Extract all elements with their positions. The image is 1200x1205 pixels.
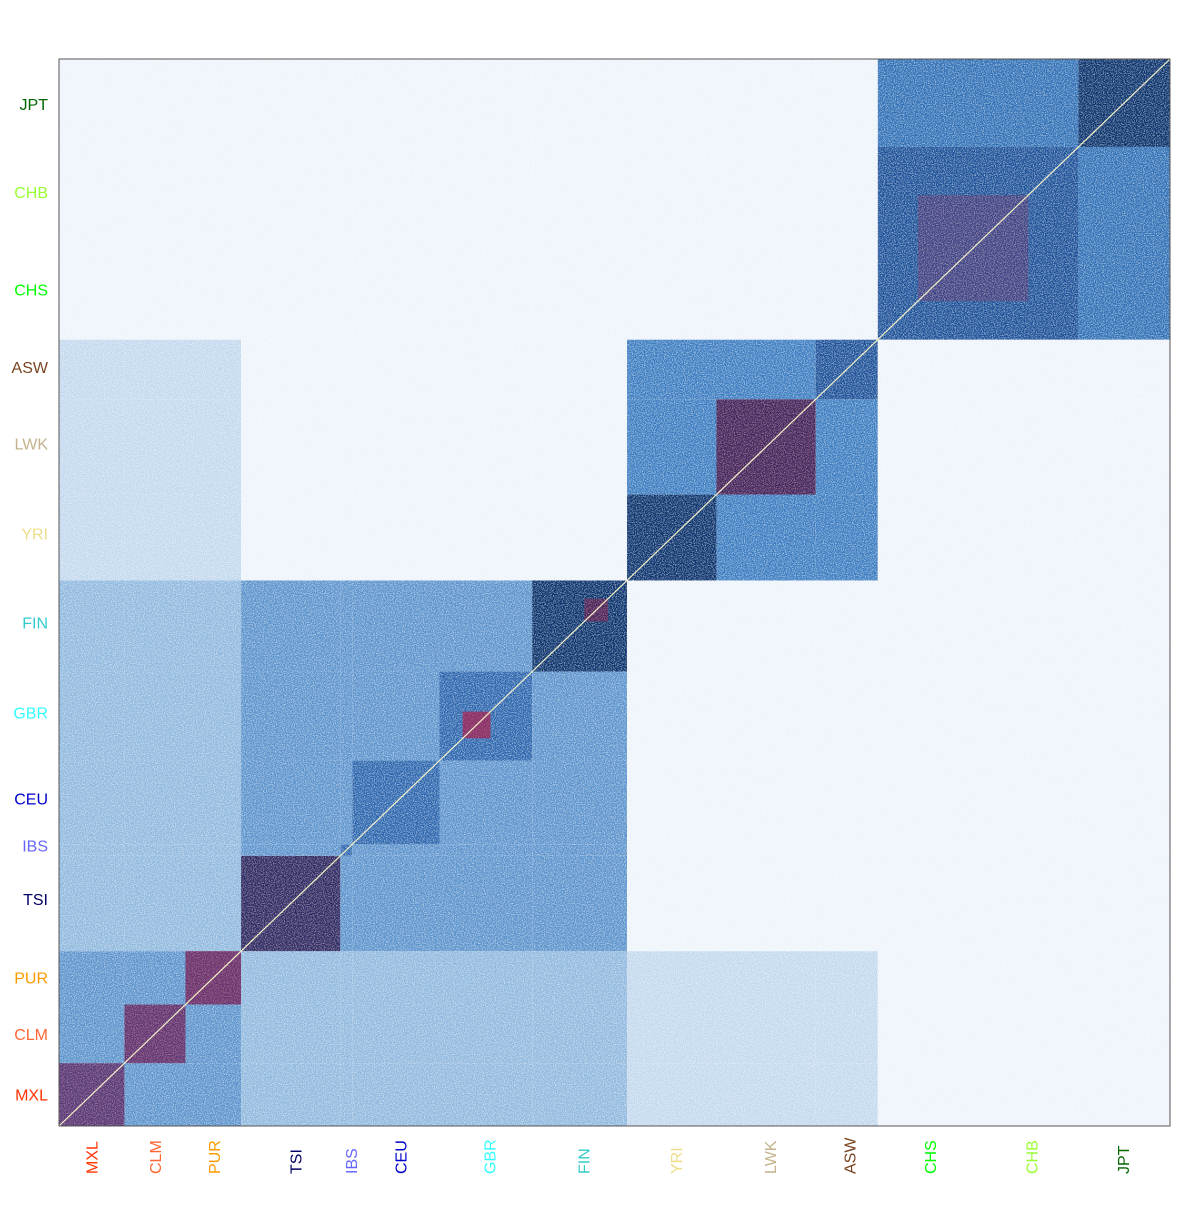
x-axis-tick-labels: MXL CLM PUR TSI IBS CEU GBR FIN YRI LWK ASW CHS CHB J… — [85, 1137, 1133, 1174]
y-tick-label-chb: CHB — [14, 185, 48, 202]
x-tick-label-lwk: LWK — [763, 1140, 780, 1174]
y-tick-label-gbr: GBR — [13, 705, 48, 722]
x-tick-label-ceu: CEU — [393, 1140, 410, 1174]
x-tick-label-tsi: TSI — [289, 1149, 306, 1174]
heatmap-diagonal — [58, 58, 1171, 1127]
x-tick-label-gbr: GBR — [483, 1139, 500, 1174]
self-kinship-diagonal — [58, 58, 1171, 1127]
y-tick-label-chs: CHS — [14, 282, 48, 299]
y-tick-label-asw: ASW — [12, 360, 49, 377]
x-tick-label-yri: YRI — [669, 1147, 686, 1174]
y-tick-label-fin: FIN — [22, 615, 48, 632]
plot-frame — [58, 58, 1171, 1127]
x-tick-label-asw: ASW — [842, 1137, 859, 1174]
y-tick-label-ceu: CEU — [14, 791, 48, 808]
x-tick-label-mxl: MXL — [85, 1141, 102, 1174]
y-tick-label-mxl: MXL — [15, 1088, 48, 1105]
x-tick-label-pur: PUR — [207, 1140, 224, 1174]
x-tick-label-clm: CLM — [148, 1140, 165, 1174]
x-tick-label-ibs: IBS — [344, 1148, 361, 1174]
y-tick-label-pur: PUR — [14, 970, 48, 987]
x-tick-label-fin: FIN — [576, 1148, 593, 1174]
x-tick-label-jpt: JPT — [1116, 1145, 1133, 1174]
y-tick-label-yri: YRI — [21, 526, 48, 543]
y-axis-tick-labels: JPT CHB CHS ASW LWK YRI FIN GBR CEU IBS TSI PUR CLM M… — [12, 97, 49, 1105]
y-tick-label-lwk: LWK — [15, 436, 49, 453]
y-tick-label-tsi: TSI — [23, 892, 48, 909]
y-tick-label-jpt: JPT — [20, 97, 49, 114]
y-tick-label-clm: CLM — [14, 1027, 48, 1044]
x-tick-label-chs: CHS — [923, 1140, 940, 1174]
x-tick-label-chb: CHB — [1025, 1140, 1042, 1174]
y-tick-label-ibs: IBS — [22, 838, 48, 855]
